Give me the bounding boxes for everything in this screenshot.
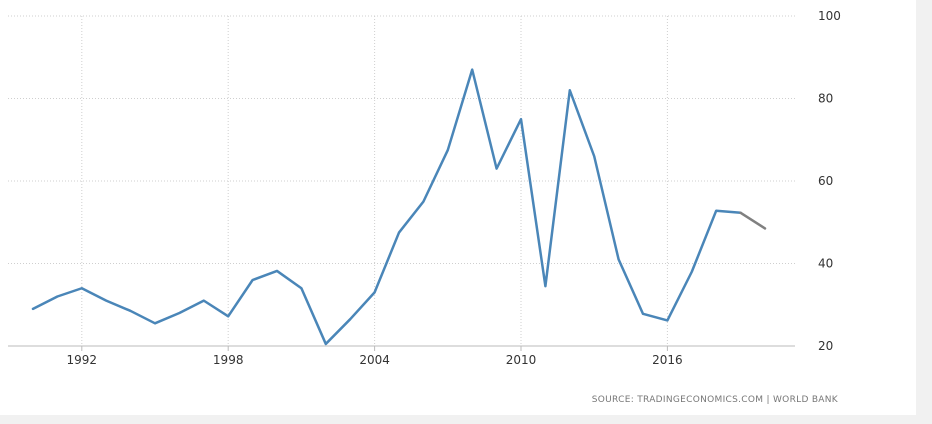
y-tick-label: 20 [818,339,833,353]
x-tick-label: 2016 [652,353,683,367]
y-tick-label: 80 [818,92,833,106]
source-attribution: SOURCE: TRADINGECONOMICS.COM | WORLD BAN… [592,395,839,405]
series-line-historical [31,68,742,346]
y-tick-label: 60 [818,174,833,188]
axes [8,345,795,351]
tick-labels: 20 40 60 80 100 1992 1998 2004 2010 2016 [67,9,841,367]
x-tick-label: 2004 [359,353,390,367]
y-tick-label: 40 [818,257,833,271]
x-tick-label: 1998 [213,353,244,367]
gridlines [8,15,795,346]
series [31,68,767,346]
x-tick-label: 2010 [506,353,537,367]
series-line-projection [739,211,767,230]
y-tick-label: 100 [818,9,841,23]
x-tick-label: 1992 [67,353,98,367]
